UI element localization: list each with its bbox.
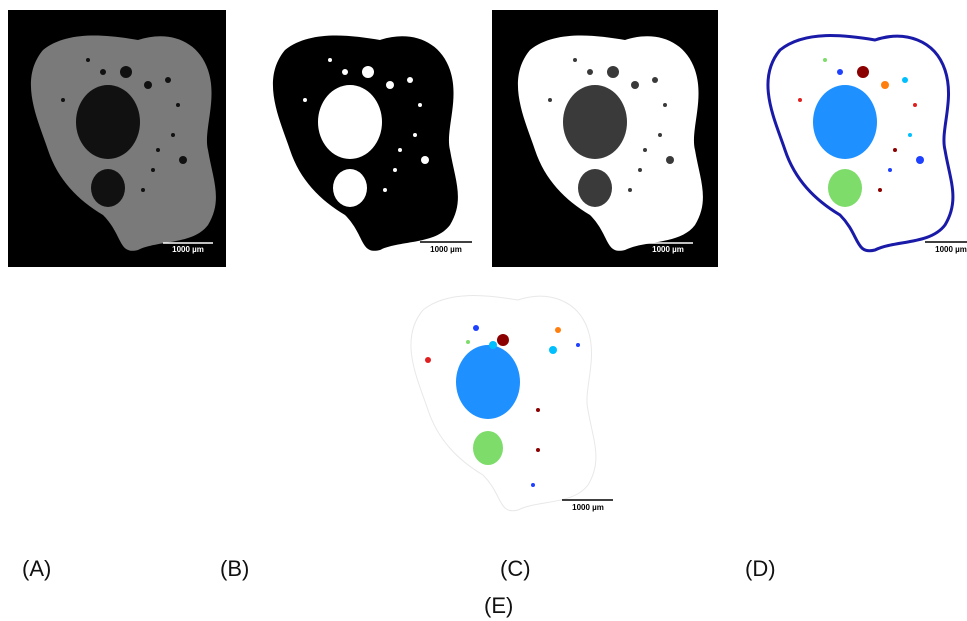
image bbox=[273, 36, 458, 251]
scale-bar-label: 1000 µm bbox=[935, 245, 967, 254]
panel-b: 1000 µm bbox=[273, 36, 472, 254]
panel-c: 1000 µm bbox=[492, 10, 718, 267]
page: 1000 µm 1000 µm 1000 µm bbox=[0, 0, 967, 621]
scale-bar-label: 1000 µm bbox=[652, 245, 684, 254]
panel-d: 1000 µm bbox=[768, 36, 967, 254]
scale-bar-label: 1000 µm bbox=[172, 245, 204, 254]
panel-label: (C) bbox=[500, 556, 531, 581]
panel-a: 1000 µm bbox=[8, 10, 226, 267]
panel-label: (A) bbox=[22, 556, 51, 581]
image bbox=[768, 36, 953, 251]
figure: 1000 µm 1000 µm 1000 µm bbox=[0, 0, 967, 621]
panel-label: (E) bbox=[484, 593, 513, 618]
image bbox=[411, 296, 596, 511]
panel-e: 1000 µm bbox=[411, 296, 613, 512]
scale-bar-label: 1000 µm bbox=[572, 503, 604, 512]
panel-label: (B) bbox=[220, 556, 249, 581]
scale-bar-label: 1000 µm bbox=[430, 245, 462, 254]
panel-label: (D) bbox=[745, 556, 776, 581]
